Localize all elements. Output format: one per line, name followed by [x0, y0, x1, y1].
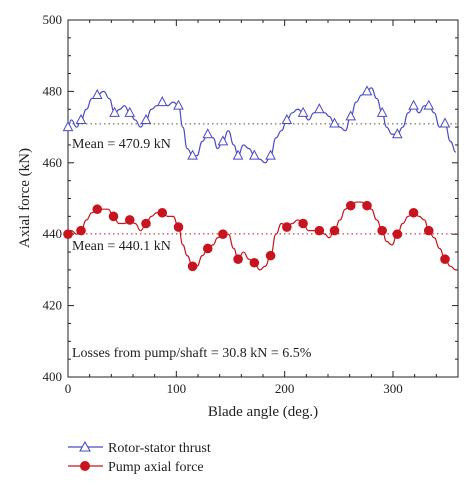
- pump-marker: [218, 229, 228, 239]
- y-tick-label: 500: [43, 12, 63, 27]
- rotor-marker: [232, 149, 244, 160]
- rotor-marker: [314, 103, 325, 114]
- legend-marker-pump: [80, 461, 90, 471]
- pump-marker: [141, 218, 151, 229]
- y-tick-label: 420: [43, 298, 63, 313]
- series-layer: [62, 85, 457, 272]
- rotor-marker: [249, 149, 260, 160]
- pump-marker: [392, 229, 403, 239]
- rotor-marker: [91, 88, 103, 99]
- pump-marker: [265, 250, 276, 261]
- rotor-marker: [140, 113, 152, 124]
- rotor-marker: [265, 149, 276, 160]
- pump-marker: [362, 200, 372, 211]
- x-tick-label: 300: [383, 381, 403, 396]
- pump-marker: [124, 215, 135, 225]
- legend-label-rotor: Rotor-stator thrust: [108, 441, 211, 456]
- pump-marker: [440, 254, 450, 264]
- pump-marker: [314, 225, 325, 236]
- pump-marker: [329, 225, 340, 236]
- pump-marker: [173, 222, 184, 232]
- pump-marker: [282, 222, 292, 232]
- x-tick-label: 100: [167, 381, 187, 396]
- y-tick-label: 460: [43, 155, 63, 170]
- mean-annotation-rotor: Mean = 470.9 kN: [72, 137, 171, 152]
- rotor-marker: [392, 128, 403, 139]
- y-tick-label: 400: [43, 369, 63, 384]
- rotor-marker: [217, 135, 229, 146]
- plot-frame: [67, 19, 459, 378]
- rotor-marker: [281, 113, 293, 124]
- y-axis-label: Axial force (kN): [17, 148, 33, 248]
- x-tick-label: 200: [275, 381, 295, 396]
- rotor-marker: [187, 149, 198, 160]
- pump-marker: [92, 204, 103, 215]
- rotor-marker: [75, 113, 87, 124]
- y-tick-label: 440: [43, 226, 63, 241]
- rotor-marker: [408, 99, 419, 110]
- y-tick-label: 480: [43, 83, 63, 98]
- pump-marker: [233, 254, 243, 264]
- pump-marker: [187, 261, 198, 272]
- x-tick-label: 0: [65, 381, 72, 396]
- rotor-marker: [62, 121, 74, 132]
- rotor-marker: [156, 96, 168, 107]
- rotor-marker: [124, 106, 136, 117]
- rotor-marker: [423, 99, 435, 110]
- pump-marker: [202, 243, 213, 254]
- pump-marker: [249, 257, 260, 268]
- pump-marker: [345, 200, 356, 211]
- pump-marker: [408, 207, 419, 218]
- axis-ticks: [67, 19, 459, 378]
- y-tick-labels: 400 420 440 460 480 500: [43, 12, 63, 384]
- pump-marker: [63, 229, 73, 239]
- losses-annotation: Losses from pump/shaft = 30.8 kN = 6.5%: [72, 346, 312, 361]
- rotor-marker: [297, 106, 309, 117]
- pump-marker: [76, 225, 86, 236]
- legend: Rotor-stator thrust Pump axial force: [68, 440, 211, 475]
- pump-marker: [157, 207, 168, 218]
- rotor-marker: [361, 85, 373, 96]
- rotor-marker: [345, 110, 357, 121]
- rotor-marker: [202, 128, 214, 139]
- pump-marker: [108, 211, 119, 222]
- pump-marker: [423, 225, 434, 236]
- legend-marker-rotor: [79, 440, 91, 452]
- rotor-marker: [109, 106, 120, 117]
- pump-marker: [377, 225, 387, 236]
- rotor-marker: [173, 99, 184, 110]
- legend-label-pump: Pump axial force: [108, 460, 204, 475]
- x-axis-label: Blade angle (deg.): [208, 404, 318, 420]
- rotor-marker: [376, 106, 388, 117]
- rotor-marker: [439, 117, 451, 128]
- rotor-marker: [329, 117, 340, 128]
- mean-annotation-pump: Mean = 440.1 kN: [72, 239, 171, 254]
- pump-marker: [298, 218, 308, 229]
- x-tick-labels: 0 100 200 300: [65, 381, 403, 396]
